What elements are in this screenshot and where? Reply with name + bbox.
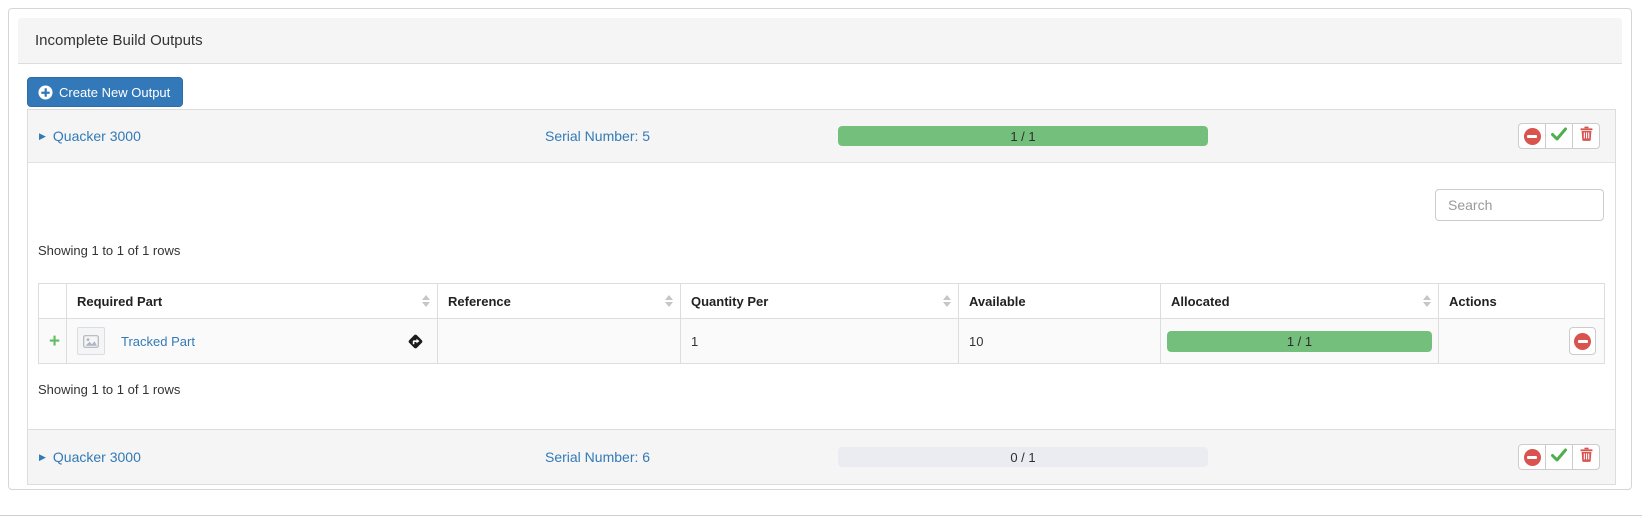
column-label: Allocated bbox=[1171, 293, 1230, 309]
output-allocation-detail: Showing 1 to 1 of 1 rows Required Part bbox=[28, 163, 1615, 429]
build-outputs-table: ▶ Quacker 3000 Serial Number: 5 1 / 1 bbox=[27, 109, 1616, 485]
progress-label: 0 / 1 bbox=[1010, 449, 1036, 465]
allocation-table: Required Part Reference Quantity Per bbox=[38, 283, 1605, 364]
tracked-part-link[interactable]: Tracked Part bbox=[121, 333, 195, 349]
column-label: Quantity Per bbox=[691, 293, 769, 309]
output-actions bbox=[1518, 123, 1600, 149]
check-icon bbox=[1551, 127, 1567, 146]
build-output-row: ▶ Quacker 3000 Serial Number: 5 1 / 1 bbox=[28, 110, 1615, 163]
column-available[interactable]: Available bbox=[958, 283, 1161, 319]
output-part-link[interactable]: ▶ Quacker 3000 bbox=[39, 110, 141, 162]
minus-circle-icon bbox=[1523, 448, 1541, 466]
showing-rows-text: Showing 1 to 1 of 1 rows bbox=[38, 243, 181, 258]
output-part-name: Quacker 3000 bbox=[52, 128, 141, 144]
trash-icon bbox=[1580, 447, 1593, 467]
required-part-cell: Tracked Part bbox=[66, 318, 438, 364]
output-progress-bar: 1 / 1 bbox=[838, 126, 1208, 146]
expand-plus-icon[interactable]: + bbox=[49, 330, 61, 352]
delete-output-button[interactable] bbox=[1572, 444, 1600, 470]
output-actions bbox=[1518, 444, 1600, 470]
column-label: Required Part bbox=[77, 293, 163, 309]
available-cell: 10 bbox=[958, 318, 1161, 364]
allocated-progress-bar: 1 / 1 bbox=[1167, 330, 1432, 352]
expand-column-header bbox=[38, 283, 67, 319]
build-output-row: ▶ Quacker 3000 Serial Number: 6 0 / 1 bbox=[28, 429, 1615, 484]
allocation-row: + bbox=[38, 318, 1605, 364]
progress-fill bbox=[1167, 330, 1432, 352]
expand-cell: + bbox=[38, 318, 67, 364]
column-label: Reference bbox=[448, 293, 511, 309]
output-progress-bar: 0 / 1 bbox=[838, 447, 1208, 467]
part-thumbnail bbox=[77, 327, 105, 355]
caret-right-icon[interactable]: ▶ bbox=[39, 130, 46, 141]
directions-icon bbox=[406, 332, 425, 354]
column-actions: Actions bbox=[1438, 283, 1605, 319]
sort-icon[interactable] bbox=[665, 295, 673, 307]
actions-cell bbox=[1438, 318, 1605, 364]
column-label: Available bbox=[969, 293, 1026, 309]
plus-circle-icon bbox=[38, 84, 53, 100]
showing-rows-text: Showing 1 to 1 of 1 rows bbox=[38, 382, 181, 397]
unallocate-row-button[interactable] bbox=[1569, 327, 1596, 355]
complete-output-button[interactable] bbox=[1545, 123, 1573, 149]
column-quantity-per[interactable]: Quantity Per bbox=[680, 283, 959, 319]
progress-label: 1 / 1 bbox=[1010, 128, 1036, 144]
page-divider bbox=[0, 515, 1642, 516]
incomplete-build-outputs-panel: Incomplete Build Outputs Create New Outp… bbox=[8, 8, 1632, 490]
column-label: Actions bbox=[1449, 293, 1497, 309]
caret-right-icon[interactable]: ▶ bbox=[39, 451, 46, 462]
output-serial-number: Serial Number: 5 bbox=[545, 128, 651, 144]
column-allocated[interactable]: Allocated bbox=[1160, 283, 1439, 319]
complete-output-button[interactable] bbox=[1545, 444, 1573, 470]
allocation-header-row: Required Part Reference Quantity Per bbox=[38, 283, 1605, 319]
progress-label: 1 / 1 bbox=[1286, 333, 1313, 349]
check-icon bbox=[1551, 448, 1567, 467]
minus-circle-icon bbox=[1523, 127, 1541, 145]
output-part-name: Quacker 3000 bbox=[52, 449, 141, 465]
minus-circle-icon bbox=[1574, 332, 1591, 350]
allocated-cell: 1 / 1 bbox=[1160, 318, 1439, 364]
trash-icon bbox=[1580, 126, 1593, 146]
unallocate-button[interactable] bbox=[1518, 444, 1546, 470]
column-required-part[interactable]: Required Part bbox=[66, 283, 438, 319]
search-input[interactable] bbox=[1435, 189, 1604, 221]
sort-icon[interactable] bbox=[422, 295, 430, 307]
column-reference[interactable]: Reference bbox=[437, 283, 681, 319]
progress-fill bbox=[838, 126, 1208, 146]
sort-icon[interactable] bbox=[943, 295, 951, 307]
panel-title: Incomplete Build Outputs bbox=[18, 18, 1622, 64]
unallocate-button[interactable] bbox=[1518, 123, 1546, 149]
create-new-output-button[interactable]: Create New Output bbox=[27, 77, 184, 107]
create-new-output-label: Create New Output bbox=[59, 84, 171, 100]
output-part-link[interactable]: ▶ Quacker 3000 bbox=[39, 430, 141, 484]
quantity-per-cell: 1 bbox=[680, 318, 959, 364]
sort-icon[interactable] bbox=[1423, 295, 1431, 307]
output-serial-number: Serial Number: 6 bbox=[545, 449, 651, 465]
delete-output-button[interactable] bbox=[1572, 123, 1600, 149]
reference-cell bbox=[437, 318, 681, 364]
